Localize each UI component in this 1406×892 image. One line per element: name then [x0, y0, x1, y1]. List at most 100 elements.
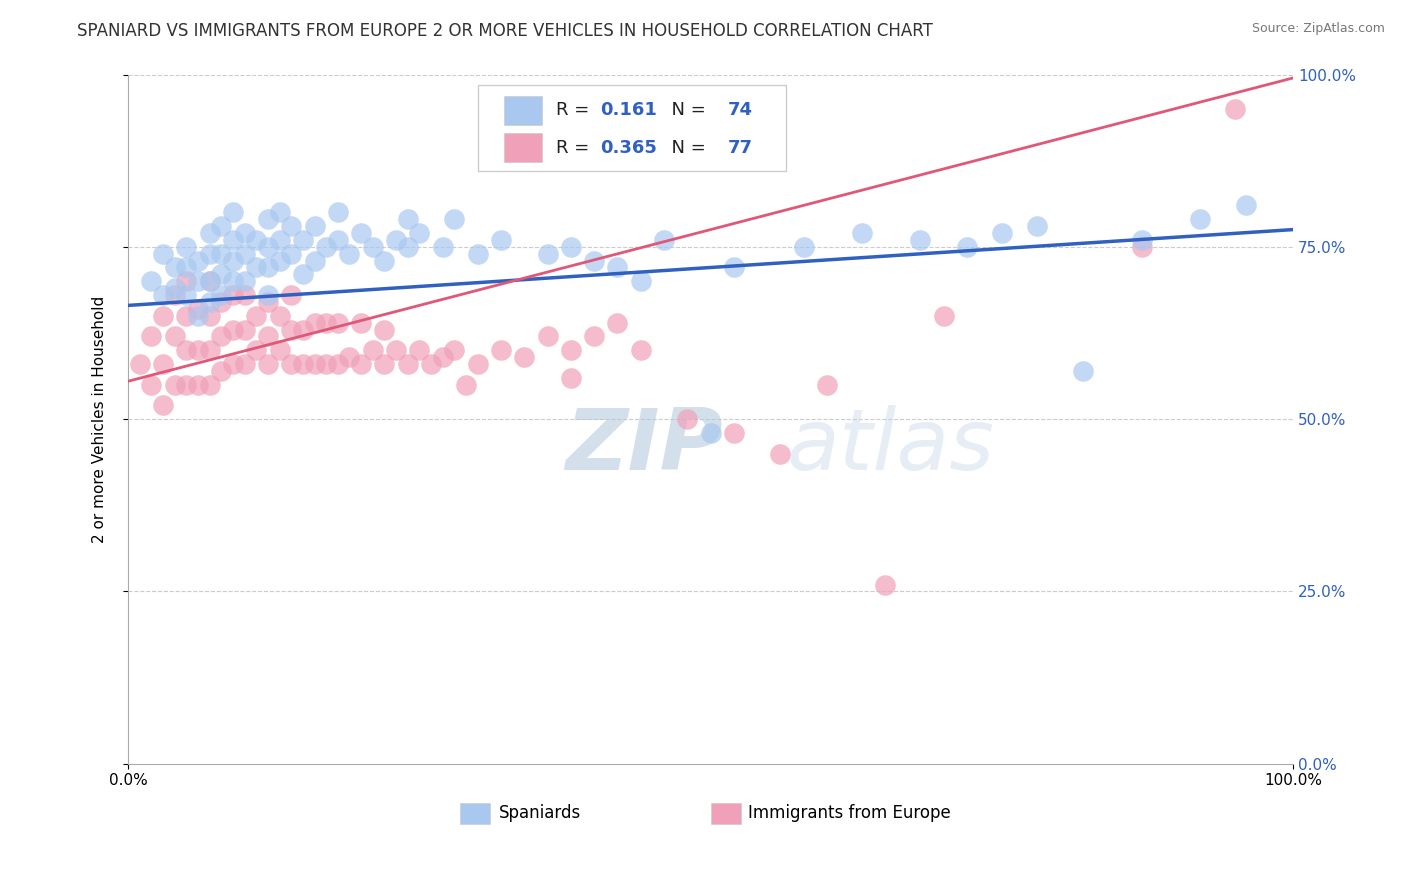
Point	[513, 350, 536, 364]
Point	[233, 246, 256, 260]
FancyBboxPatch shape	[505, 133, 541, 162]
Point	[652, 233, 675, 247]
Point	[291, 268, 314, 282]
Point	[793, 240, 815, 254]
Point	[257, 260, 280, 275]
Point	[222, 233, 245, 247]
Point	[269, 309, 291, 323]
Point	[198, 295, 221, 310]
Point	[560, 240, 582, 254]
Point	[304, 316, 326, 330]
Point	[257, 212, 280, 227]
Point	[163, 288, 186, 302]
FancyBboxPatch shape	[710, 803, 741, 823]
Point	[163, 260, 186, 275]
Point	[676, 412, 699, 426]
Text: N =: N =	[661, 139, 711, 157]
Point	[163, 329, 186, 343]
Text: R =: R =	[555, 139, 595, 157]
Point	[141, 329, 163, 343]
Point	[269, 343, 291, 358]
Text: N =: N =	[661, 102, 711, 120]
Point	[1025, 219, 1047, 234]
Point	[222, 322, 245, 336]
Point	[956, 240, 979, 254]
Point	[443, 212, 465, 227]
Point	[257, 357, 280, 371]
Point	[304, 357, 326, 371]
Point	[245, 260, 267, 275]
Point	[723, 260, 745, 275]
Point	[432, 350, 454, 364]
Point	[467, 357, 489, 371]
Point	[222, 205, 245, 219]
Point	[630, 343, 652, 358]
Point	[583, 329, 606, 343]
Text: Source: ZipAtlas.com: Source: ZipAtlas.com	[1251, 22, 1385, 36]
Point	[699, 425, 721, 440]
Text: 74: 74	[728, 102, 754, 120]
Point	[222, 288, 245, 302]
Point	[385, 233, 408, 247]
Point	[396, 240, 419, 254]
Point	[361, 240, 384, 254]
Point	[141, 377, 163, 392]
Point	[245, 309, 267, 323]
Point	[606, 316, 628, 330]
Text: SPANIARD VS IMMIGRANTS FROM EUROPE 2 OR MORE VEHICLES IN HOUSEHOLD CORRELATION C: SPANIARD VS IMMIGRANTS FROM EUROPE 2 OR …	[77, 22, 934, 40]
Text: 0.161: 0.161	[600, 102, 657, 120]
Point	[176, 288, 198, 302]
Point	[198, 343, 221, 358]
Point	[152, 309, 174, 323]
Point	[280, 322, 302, 336]
Text: Immigrants from Europe: Immigrants from Europe	[748, 805, 950, 822]
Point	[432, 240, 454, 254]
Point	[326, 316, 349, 330]
Point	[198, 226, 221, 240]
Point	[385, 343, 408, 358]
Point	[315, 240, 337, 254]
Point	[209, 219, 232, 234]
Point	[233, 322, 256, 336]
Point	[233, 357, 256, 371]
Point	[815, 377, 838, 392]
Point	[326, 233, 349, 247]
Point	[176, 343, 198, 358]
Point	[176, 377, 198, 392]
Point	[198, 246, 221, 260]
Point	[910, 233, 932, 247]
Point	[291, 357, 314, 371]
Point	[152, 288, 174, 302]
Point	[454, 377, 477, 392]
Point	[769, 447, 792, 461]
Point	[209, 364, 232, 378]
Point	[373, 322, 395, 336]
Text: ZIP: ZIP	[565, 405, 723, 488]
Point	[606, 260, 628, 275]
Point	[408, 343, 430, 358]
Point	[176, 240, 198, 254]
Point	[222, 274, 245, 288]
FancyBboxPatch shape	[460, 803, 491, 823]
Point	[489, 233, 512, 247]
Point	[536, 329, 558, 343]
Point	[198, 309, 221, 323]
Point	[396, 357, 419, 371]
Point	[315, 316, 337, 330]
Point	[875, 577, 897, 591]
Point	[991, 226, 1014, 240]
Point	[291, 233, 314, 247]
Point	[152, 246, 174, 260]
Point	[408, 226, 430, 240]
Point	[198, 274, 221, 288]
Point	[176, 260, 198, 275]
Point	[304, 219, 326, 234]
Point	[373, 357, 395, 371]
Point	[222, 357, 245, 371]
Point	[560, 371, 582, 385]
Point	[1130, 240, 1153, 254]
Point	[187, 343, 209, 358]
Point	[350, 316, 373, 330]
Point	[269, 205, 291, 219]
Point	[280, 219, 302, 234]
